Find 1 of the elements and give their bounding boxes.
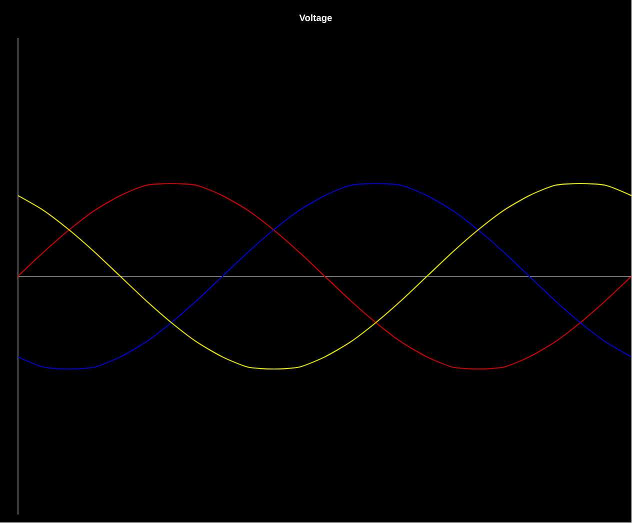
chart-title: Voltage [299, 14, 332, 24]
